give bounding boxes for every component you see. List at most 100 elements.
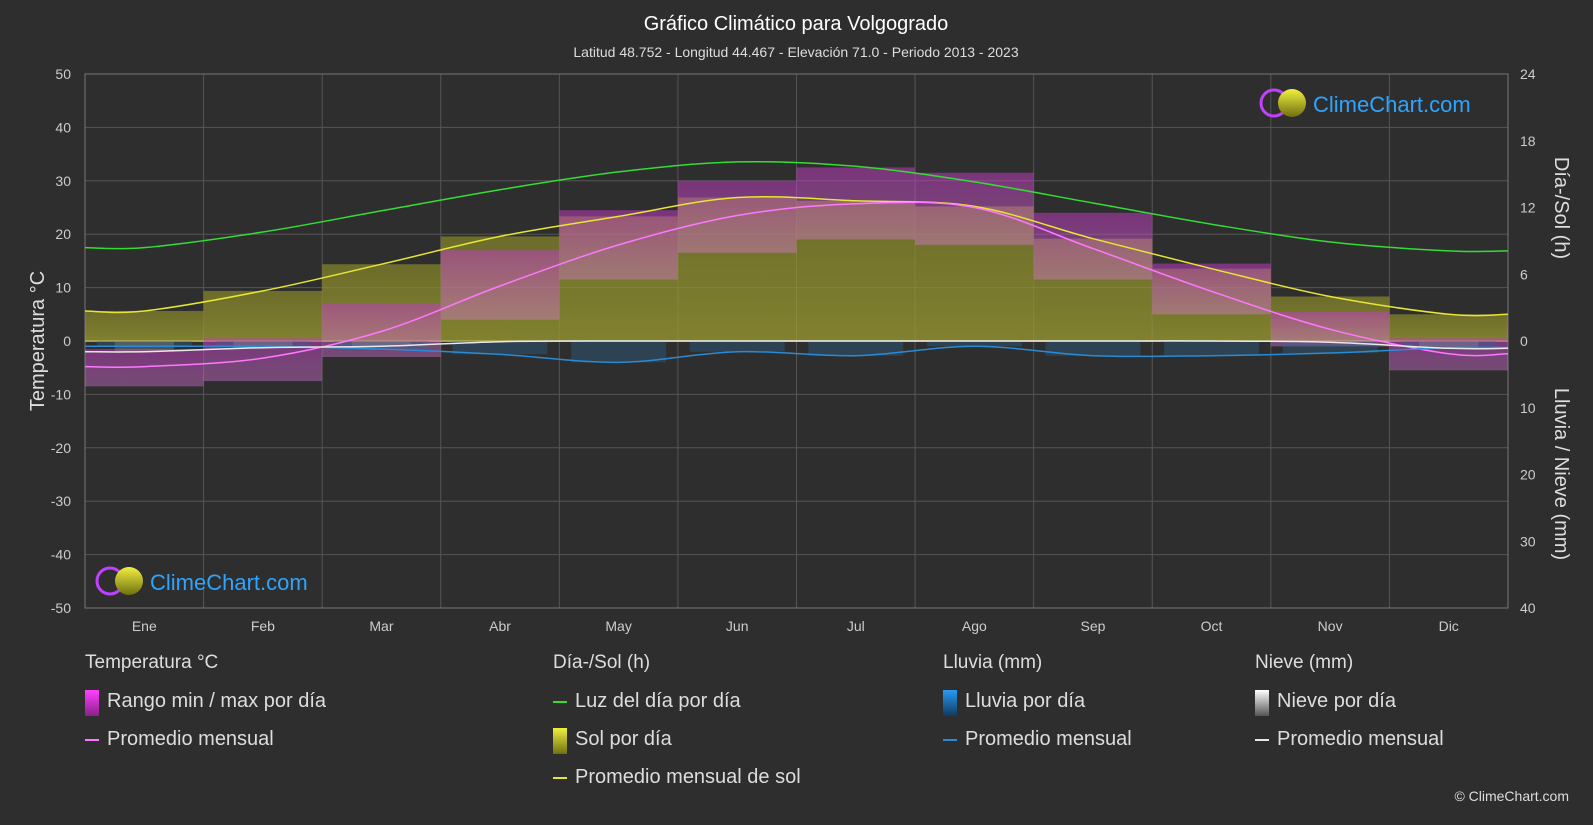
y-right-bottom-tick-label: 20 [1520, 467, 1536, 483]
x-tick-label: Jul [847, 618, 865, 634]
rain-bar [215, 341, 311, 347]
x-tick-label: Ene [132, 618, 157, 634]
y-axis-right-bottom-title: Lluvia / Nieve (mm) [1550, 388, 1572, 560]
y-left-tick-label: -50 [51, 600, 71, 616]
rain-bar [808, 341, 904, 356]
legend-snow: Nieve (mm) Nieve por día Promedio mensua… [1255, 652, 1444, 766]
legend-sun: Día-/Sol (h) Luz del día por día Sol por… [553, 652, 801, 804]
x-tick-label: Jun [726, 618, 749, 634]
chart-subtitle: Latitud 48.752 - Longitud 44.467 - Eleva… [573, 44, 1018, 60]
sun-bar [85, 310, 204, 341]
rain-bar [1401, 341, 1497, 348]
rain-bar [452, 341, 548, 355]
series-line-promedio-mensual-nieve-mm [85, 340, 1508, 353]
rain-swatch-icon [943, 690, 957, 716]
legend-label: Rango min / max por día [107, 690, 326, 712]
rain-bar [334, 341, 429, 350]
y-right-bottom-tick-label: 30 [1520, 533, 1536, 549]
y-left-tick-label: -10 [51, 386, 71, 402]
line-swatch-icon [1255, 739, 1269, 741]
legend-heading: Temperatura °C [85, 652, 219, 673]
legend-item-temp-range: Rango min / max por día [85, 690, 326, 728]
logo-text: ClimeChart.com [1313, 92, 1471, 117]
series-line-promedio-mensual-temperatura-c [85, 201, 1508, 369]
legend-item-snow-avg: Promedio mensual [1255, 728, 1444, 766]
rain-bar [689, 341, 785, 352]
sun-bar [1389, 314, 1508, 341]
x-tick-label: Ago [962, 618, 987, 634]
y-right-top-tick-label: 24 [1520, 66, 1536, 82]
snow-bar [351, 341, 412, 347]
y-left-tick-label: 50 [55, 66, 71, 82]
y-left-tick-label: 30 [55, 173, 71, 189]
y-left-tick-label: -30 [51, 493, 71, 509]
y-axis-left-title: Temperatura °C [27, 271, 49, 411]
snow-bar [233, 341, 293, 348]
x-tick-label: Dic [1439, 618, 1459, 634]
y-right-top-tick-label: 0 [1520, 333, 1528, 349]
y-left-tick-label: -20 [51, 440, 71, 456]
y-right-top-tick-label: 6 [1520, 266, 1528, 282]
logo-text: ClimeChart.com [150, 570, 308, 595]
legend-item-rain-avg: Promedio mensual [943, 728, 1132, 766]
snow-bar [1419, 341, 1479, 349]
temp-range-bar [440, 250, 560, 320]
x-tick-label: Abr [489, 618, 511, 634]
legend-item-daylight: Luz del día por día [553, 690, 801, 728]
legend-item-rain-daily: Lluvia por día [943, 690, 1132, 728]
y-left-tick-label: 10 [55, 280, 71, 296]
line-swatch-icon [85, 739, 99, 741]
legend-label: Promedio mensual de sol [575, 766, 801, 788]
snow-swatch-icon [1255, 690, 1269, 716]
y-right-bottom-tick-label: 10 [1520, 400, 1536, 416]
rain-bar [1045, 341, 1141, 356]
legend-label: Luz del día por día [575, 690, 741, 712]
legend-label: Promedio mensual [965, 728, 1132, 750]
y-right-top-tick-label: 12 [1520, 200, 1536, 216]
sun-bar [203, 290, 323, 341]
temp-range-bar [1033, 212, 1153, 280]
x-tick-label: Mar [369, 618, 393, 634]
legend-item-temp-avg: Promedio mensual [85, 728, 326, 766]
y-left-tick-label: 0 [63, 333, 71, 349]
x-tick-label: Oct [1201, 618, 1223, 634]
sun-swatch-icon [553, 728, 567, 754]
logo-bottom-left: ClimeChart.com [95, 566, 308, 596]
line-swatch-icon [943, 739, 957, 741]
y-left-tick-label: 40 [55, 119, 71, 135]
legend-label: Lluvia por día [965, 690, 1086, 712]
axis-ticks: 50 40 30 20 10 0 -10 -20 -30 -40 -50 24 18 12 6 0 10 20 30… [51, 66, 1536, 634]
copyright: © ClimeChart.com [1454, 788, 1569, 804]
y-left-tick-label: -40 [51, 547, 71, 563]
legend-label: Nieve por día [1277, 690, 1396, 712]
rain-bar [96, 341, 192, 347]
legend-label: Promedio mensual [107, 728, 274, 750]
series-line-luz-del-d-a-por-d-a [85, 160, 1508, 253]
series-lines [85, 160, 1508, 369]
rain-bar [1164, 341, 1259, 356]
legend-label: Sol por día [575, 728, 672, 750]
x-tick-label: Sep [1080, 618, 1105, 634]
chart-title: Gráfico Climático para Volgogrado [644, 13, 949, 35]
y-left-tick-label: 20 [55, 226, 71, 242]
legend-temperature: Temperatura °C Rango min / max por día P… [85, 652, 326, 766]
line-swatch-icon [553, 777, 567, 779]
logo-sun-icon [1278, 89, 1306, 117]
temp-range-bar [677, 180, 797, 253]
legend-heading: Nieve (mm) [1255, 652, 1354, 673]
legend-item-sun-avg: Promedio mensual de sol [553, 766, 801, 804]
x-tick-label: Feb [251, 618, 275, 634]
legend-item-snow-daily: Nieve por día [1255, 690, 1444, 728]
rain-bar [571, 341, 667, 363]
legend-heading: Día-/Sol (h) [553, 652, 651, 673]
rain-bar [926, 341, 1022, 347]
series-line-promedio-mensual-de-sol [85, 195, 1508, 317]
legend-item-sun-daily: Sol por día [553, 728, 801, 766]
range-swatch-icon [85, 690, 99, 716]
x-tick-label: May [605, 618, 631, 634]
temp-range-bar [915, 172, 1034, 245]
y-right-top-tick-label: 18 [1520, 133, 1536, 149]
logo-sun-icon [115, 567, 143, 595]
legend-label: Promedio mensual [1277, 728, 1444, 750]
